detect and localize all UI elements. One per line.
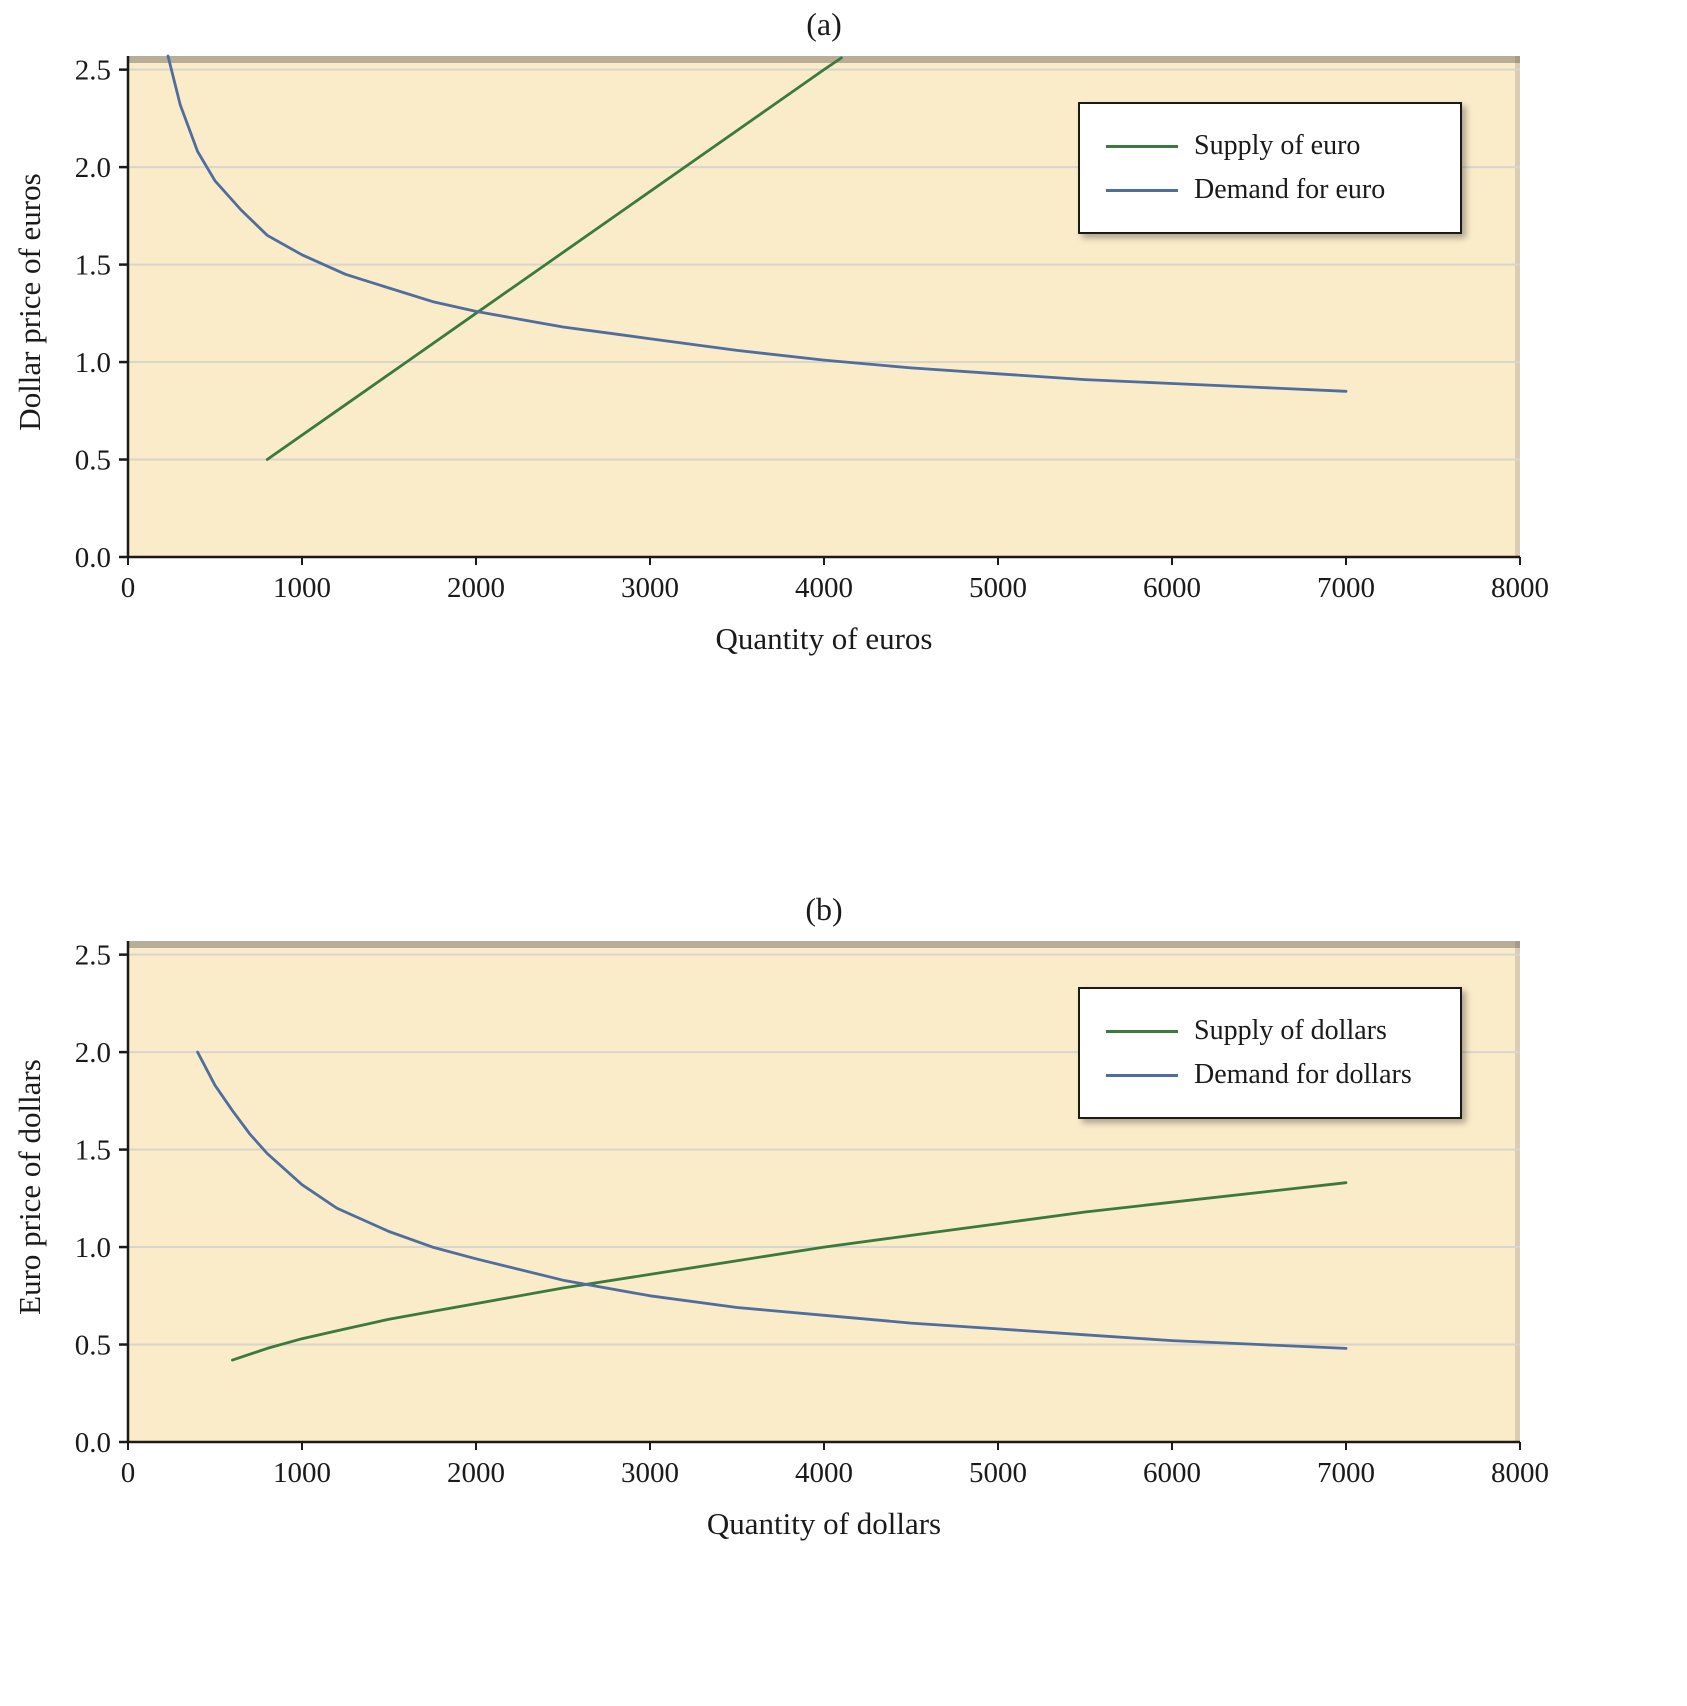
chart-a-body: Dollar price of euros 0.0 0.5 1.0 1.5 2.0 2.5… [0,44,1687,603]
svg-text:1.0: 1.0 [75,1232,111,1264]
svg-text:4000: 4000 [795,572,853,603]
legend-label: Demand for dollars [1194,1059,1412,1090]
svg-text:1000: 1000 [273,572,331,603]
chart-b: (b) Euro price of dollars 0.0 0.5 1.0 1.5 2.… [0,889,1687,1544]
svg-text:7000: 7000 [1317,572,1375,603]
svg-text:8000: 8000 [1491,572,1549,603]
chart-a: (a) Dollar price of euros 0.0 0.5 1.0 1.5 2.… [0,0,1687,659]
svg-text:5000: 5000 [969,572,1027,603]
svg-text:2.5: 2.5 [75,55,111,87]
chart-b-x-axis-label: Quantity of dollars [706,1506,942,1541]
svg-text:3000: 3000 [621,1457,679,1488]
legend-item-supply-dollars: Supply of dollars [1106,1009,1434,1053]
legend-item-supply-euro: Supply of euro [1106,124,1434,168]
svg-text:5000: 5000 [969,1457,1027,1488]
svg-text:6000: 6000 [1143,572,1201,603]
svg-text:3000: 3000 [621,572,679,603]
demand-line-swatch [1106,188,1178,192]
chart-a-legend: Supply of euro Demand for euro [1078,102,1462,234]
chart-b-y-axis-label: Euro price of dollars [12,1059,47,1315]
svg-text:0.0: 0.0 [75,542,111,574]
supply-line-swatch [1106,1029,1178,1033]
chart-a-y-axis-label: Dollar price of euros [12,173,47,431]
svg-text:0.0: 0.0 [75,1427,111,1459]
svg-text:1.5: 1.5 [75,250,111,282]
chart-b-title: (b) [805,891,843,927]
legend-item-demand-euro: Demand for euro [1106,168,1434,212]
legend-label: Demand for euro [1194,174,1386,205]
svg-text:4000: 4000 [795,1457,853,1488]
svg-text:0.5: 0.5 [75,445,111,477]
chart-b-legend: Supply of dollars Demand for dollars [1078,987,1462,1119]
chart-a-x-axis-label: Quantity of euros [715,621,933,656]
svg-text:1.5: 1.5 [75,1135,111,1167]
chart-a-title: (a) [806,6,842,42]
supply-line-swatch [1106,144,1178,148]
svg-text:1000: 1000 [273,1457,331,1488]
legend-label: Supply of dollars [1194,1015,1387,1046]
legend-label: Supply of euro [1194,130,1361,161]
svg-text:2000: 2000 [447,1457,505,1488]
svg-text:0: 0 [121,572,136,603]
svg-text:0.5: 0.5 [75,1330,111,1362]
svg-text:0: 0 [121,1457,136,1488]
svg-text:1.0: 1.0 [75,347,111,379]
svg-text:6000: 6000 [1143,1457,1201,1488]
svg-text:7000: 7000 [1317,1457,1375,1488]
svg-text:2.0: 2.0 [75,1037,111,1069]
svg-text:2000: 2000 [447,572,505,603]
legend-item-demand-dollars: Demand for dollars [1106,1053,1434,1097]
chart-b-body: Euro price of dollars 0.0 0.5 1.0 1.5 2.0 2.5… [0,929,1687,1488]
chart-b-plot-area: 0.0 0.5 1.0 1.5 2.0 2.5 0 1000 2000 3000 4000 5000 6… [75,940,1549,1488]
svg-text:2.0: 2.0 [75,152,111,184]
svg-text:8000: 8000 [1491,1457,1549,1488]
demand-line-swatch [1106,1073,1178,1077]
svg-text:2.5: 2.5 [75,940,111,972]
